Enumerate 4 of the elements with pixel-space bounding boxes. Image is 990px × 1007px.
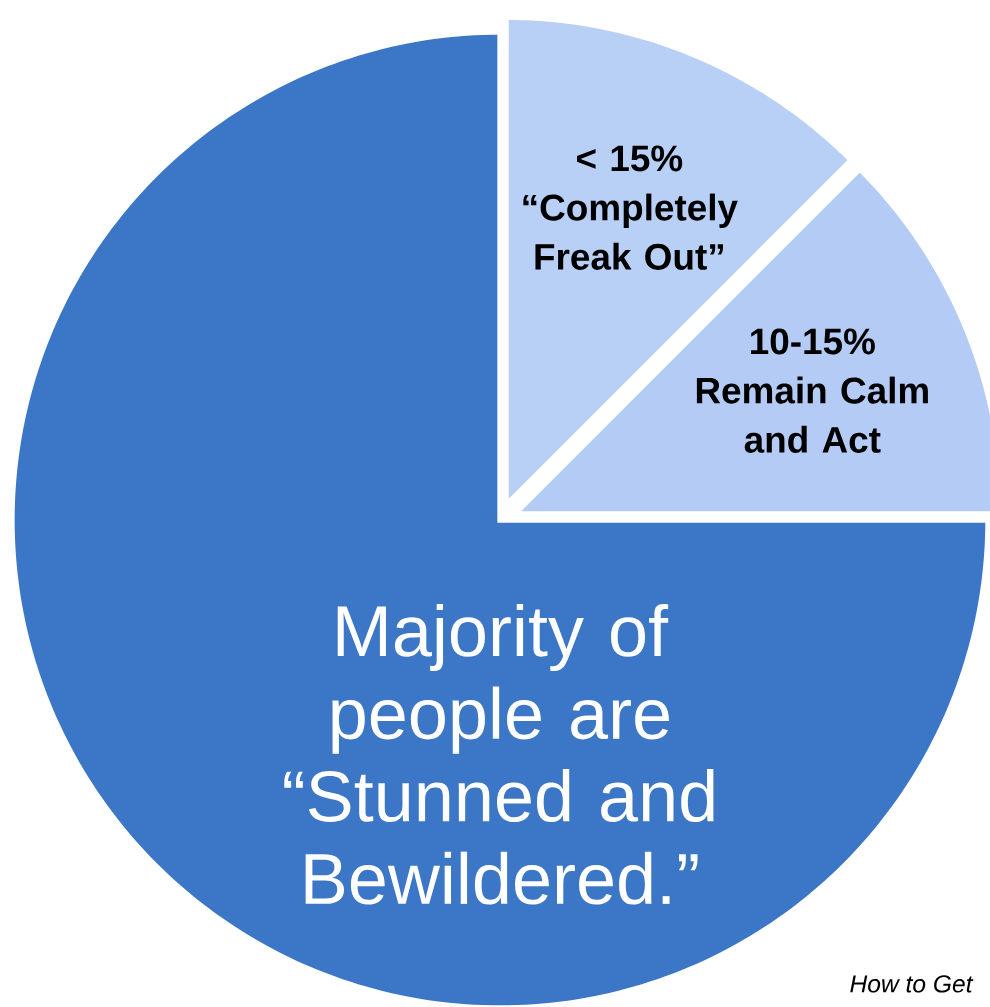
- slice-label: 10-15% Remain Calm and Act: [696, 328, 928, 453]
- text: How to Get: [850, 975, 974, 993]
- slice-label: Majority of people are “Stunned and Bewildered.”: [284, 603, 714, 905]
- slice-label: < 15% “Completely Freak Out”: [523, 145, 738, 270]
